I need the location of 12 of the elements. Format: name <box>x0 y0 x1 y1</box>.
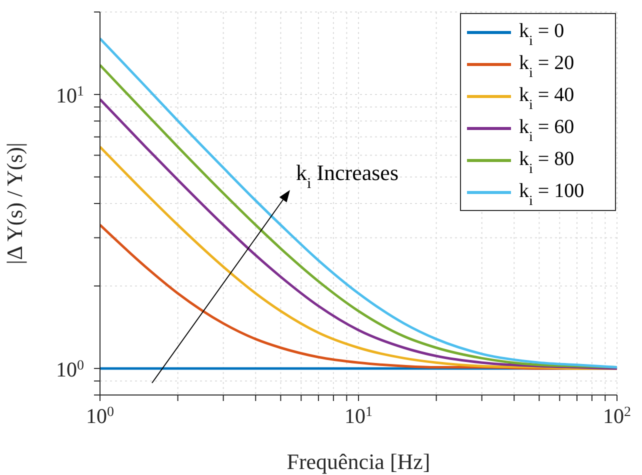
x-tick-label: 10$^{1}$ <box>344 404 372 428</box>
x-axis-title: Frequência [Hz] <box>286 449 430 474</box>
legend-label: k$_{i}$ = 0 <box>519 20 564 48</box>
y-axis-title: |Δ Y(s) / Y(s)| <box>2 142 27 264</box>
legend-label: k$_{i}$ = 80 <box>519 148 574 176</box>
annotation: k$_{i}$ Increases <box>296 160 399 192</box>
legend-label: k$_{i}$ = 60 <box>519 116 574 144</box>
legend-label: k$_{i}$ = 20 <box>519 52 574 80</box>
legend-label: k$_{i}$ = 40 <box>519 84 574 112</box>
x-tick-label: 10$^{0}$ <box>86 404 114 428</box>
x-tick-label: 10$^{2}$ <box>603 404 631 428</box>
legend-label: k$_{i}$ = 100 <box>519 180 584 208</box>
